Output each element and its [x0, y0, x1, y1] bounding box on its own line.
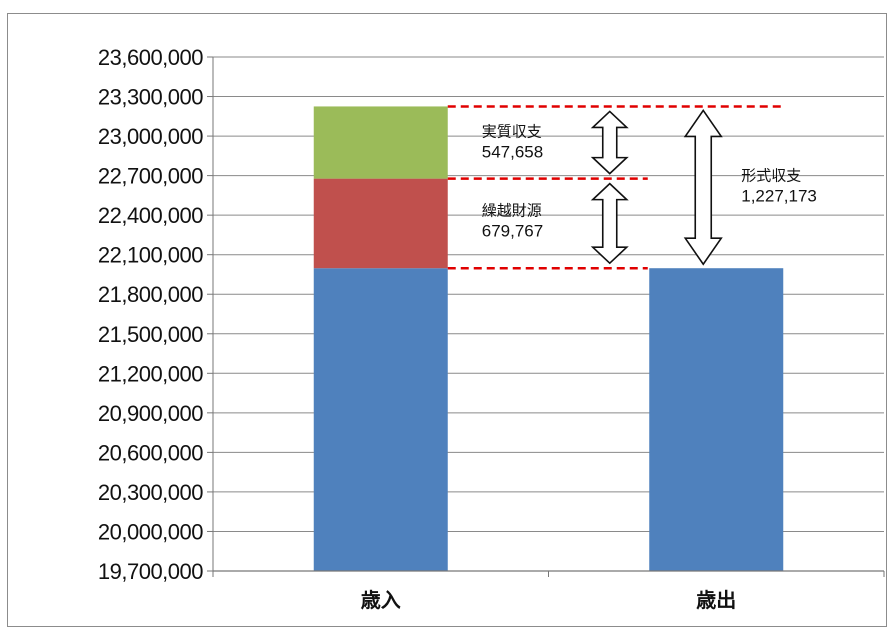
double-arrow-icon: [590, 110, 629, 175]
bar-segment: [649, 268, 784, 571]
y-tick-label: 19,700,000: [98, 559, 203, 584]
bar-segment: [313, 268, 448, 571]
x-category-labels: 歳入 歳出: [361, 588, 737, 612]
bar-segment: [313, 106, 448, 179]
y-tick-label: 21,200,000: [98, 361, 203, 386]
y-tick-label: 23,600,000: [98, 45, 203, 70]
y-tick-label: 20,300,000: [98, 480, 203, 505]
annotation-label: 形式収支: [741, 166, 801, 184]
y-tick-label: 20,000,000: [98, 519, 203, 544]
y-tick-label: 21,500,000: [98, 322, 203, 347]
annotation-label: 繰越財源: [482, 202, 542, 220]
bar-segment: [313, 178, 448, 269]
y-tick-label: 22,700,000: [98, 164, 203, 189]
y-tick-label: 22,100,000: [98, 243, 203, 268]
y-tick-label: 20,600,000: [98, 440, 203, 465]
annotation-value: 679,767: [482, 222, 543, 241]
annotations: 実質収支 547,658 繰越財源 679,767 形式収支 1,227,173: [482, 109, 817, 266]
y-tick-label: 21,800,000: [98, 282, 203, 307]
dashed-guides: [447, 105, 784, 270]
stacked-bar-chart: 19,700,000 20,000,000 20,300,000 20,600,000…: [98, 45, 885, 612]
annotation-value: 547,658: [482, 142, 543, 161]
double-arrow-icon: [683, 109, 723, 266]
annotation-label: 実質収支: [482, 122, 542, 140]
chart-frame: 19,700,000 20,000,000 20,300,000 20,600,000…: [7, 13, 887, 627]
double-arrow-icon: [590, 182, 629, 265]
x-category-label: 歳出: [696, 588, 736, 612]
annotation-value: 1,227,173: [741, 186, 817, 205]
axes: [212, 57, 885, 577]
y-tick-label: 20,900,000: [98, 401, 203, 426]
bars: [313, 106, 784, 571]
y-tick-label: 23,300,000: [98, 85, 203, 110]
y-tick-labels: 19,700,000 20,000,000 20,300,000 20,600,000…: [98, 45, 204, 584]
y-tick-label: 23,000,000: [98, 124, 203, 149]
x-category-label: 歳入: [361, 588, 401, 612]
y-tick-label: 22,400,000: [98, 203, 203, 228]
